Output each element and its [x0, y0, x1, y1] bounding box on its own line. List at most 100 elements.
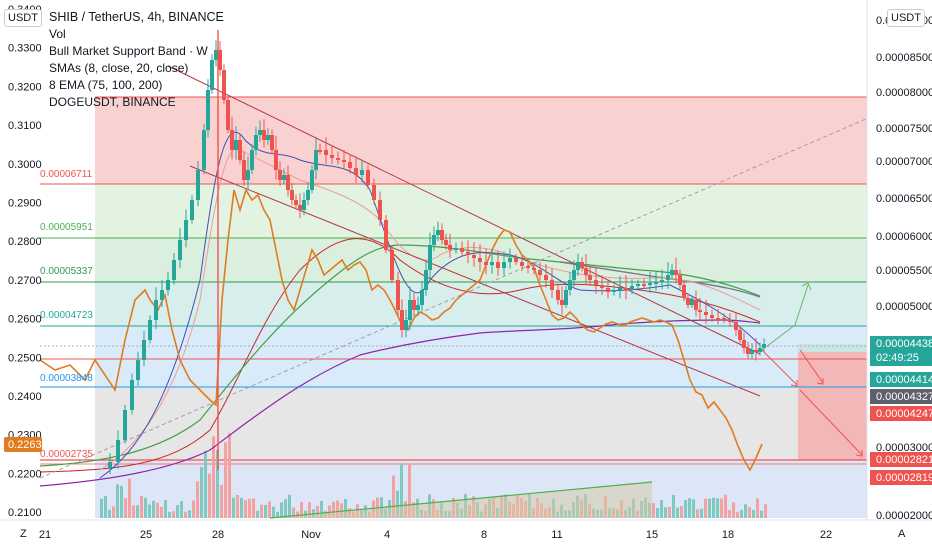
volume-bar — [392, 475, 395, 518]
volume-bar — [168, 511, 171, 518]
chart-legend: SHIB / TetherUS, 4h, BINANCE Vol Bull Ma… — [49, 9, 224, 111]
candle-body — [222, 70, 226, 100]
right-axis-tick: 0.00003000 — [876, 442, 932, 454]
indicator-bmsb[interactable]: Bull Market Support Band · W — [49, 44, 208, 58]
candle-body — [302, 200, 306, 210]
volume-bar — [144, 497, 147, 518]
candle-body — [274, 150, 278, 170]
indicator-ema[interactable]: 8 EMA (75, 100, 200) — [49, 78, 163, 92]
volume-bar — [692, 499, 695, 518]
volume-bar — [744, 504, 747, 518]
candles — [108, 30, 766, 475]
volume-bar — [396, 490, 399, 518]
volume-bar — [656, 508, 659, 518]
candle-body — [314, 150, 318, 170]
volume-bar — [116, 484, 119, 518]
candle-body — [378, 200, 382, 220]
volume-bar — [660, 499, 663, 518]
doge-line — [39, 188, 763, 472]
volume-bar — [232, 497, 235, 518]
zoom-icon[interactable]: Z — [20, 528, 27, 540]
candle-body — [306, 190, 310, 200]
volume-bar — [760, 510, 763, 518]
chart-title[interactable]: SHIB / TetherUS, 4h, BINANCE — [49, 10, 224, 24]
right-axis-tick: 0.00007000 — [876, 156, 932, 168]
left-axis-tick: 0.2500 — [8, 352, 42, 364]
candle-body — [214, 50, 218, 60]
candle-body — [354, 168, 358, 175]
volume-bar — [176, 505, 179, 518]
candle-body — [568, 280, 572, 290]
volume-bar — [336, 500, 339, 518]
candle-body — [286, 175, 290, 190]
countdown-text: 02:49:25 — [876, 352, 919, 364]
price-label-badge — [870, 406, 932, 421]
volume-bar — [332, 501, 335, 518]
candle-body — [436, 230, 440, 235]
candle-body — [130, 380, 134, 410]
volume-bar — [112, 506, 115, 518]
candle-body — [366, 170, 370, 185]
candle-body — [716, 318, 720, 320]
indicator-vol[interactable]: Vol — [49, 27, 66, 41]
left-currency-button[interactable]: USDT — [4, 9, 42, 27]
x-axis-tick: 28 — [212, 529, 224, 541]
candle-body — [490, 262, 494, 265]
volume-bar — [136, 505, 139, 518]
volume-bar — [736, 511, 739, 518]
left-axis-tick: 0.2800 — [8, 236, 42, 248]
volume-bar — [688, 498, 691, 518]
right-axis-tick: 0.00008500 — [876, 52, 932, 64]
candle-body — [242, 160, 246, 180]
candle-body — [666, 275, 670, 280]
x-axis-tick: Nov — [301, 529, 321, 541]
candle-body — [148, 320, 152, 340]
time-axis[interactable]: 21 25 28 Nov 4 8 11 15 18 22 — [39, 529, 832, 541]
candle-body — [250, 150, 254, 170]
volume-bar — [172, 511, 175, 518]
candle-body — [624, 288, 628, 290]
right-axis-tick: 0.00002000 — [876, 510, 932, 522]
left-price-axis[interactable]: 0.34000.33000.32000.31000.30000.29000.28… — [8, 4, 42, 519]
volume-bar — [320, 500, 323, 518]
right-price-axis[interactable]: 0.000090000.000085000.000080000.00007500… — [876, 15, 932, 522]
volume-trend-line — [269, 481, 653, 519]
fib-level-label: 0.00005951 — [40, 222, 93, 233]
candle-body — [454, 248, 458, 250]
candle-body — [282, 175, 286, 180]
indicator-sma[interactable]: SMAs (8, close, 20, close) — [49, 61, 189, 75]
candle-body — [738, 330, 742, 340]
candle-body — [750, 350, 754, 354]
volume-bar — [192, 500, 195, 518]
indicator-doge[interactable]: DOGEUSDT, BINANCE — [49, 95, 176, 109]
volume-bar — [700, 508, 703, 518]
x-axis-tick: 18 — [722, 529, 734, 541]
candle-body — [472, 255, 476, 258]
volume-bar — [288, 494, 291, 518]
x-axis-tick: 11 — [551, 529, 562, 541]
volume-bar — [156, 502, 159, 518]
candle-body — [606, 288, 610, 292]
candle-body — [560, 300, 564, 305]
candle-body — [674, 270, 678, 275]
volume-bar — [240, 497, 243, 518]
left-axis-tick: 0.2400 — [8, 391, 42, 403]
candle-body — [384, 220, 388, 250]
candle-body — [142, 340, 146, 360]
candle-body — [390, 250, 394, 280]
volume-bar — [264, 505, 267, 518]
auto-scale-icon[interactable]: A — [898, 528, 906, 540]
candle-body — [460, 248, 464, 252]
volume-bar — [224, 442, 227, 518]
right-axis-tick: 0.00006000 — [876, 231, 932, 243]
candle-body — [704, 312, 708, 315]
candle-body — [428, 245, 432, 270]
x-axis-tick: 15 — [646, 529, 658, 541]
candle-body — [206, 90, 210, 130]
right-currency-button[interactable]: USDT — [887, 9, 925, 27]
price-label-text: 0.00002819 — [876, 472, 932, 484]
candle-body — [654, 282, 658, 284]
volume-bar — [668, 506, 671, 518]
candle-body — [184, 220, 188, 240]
